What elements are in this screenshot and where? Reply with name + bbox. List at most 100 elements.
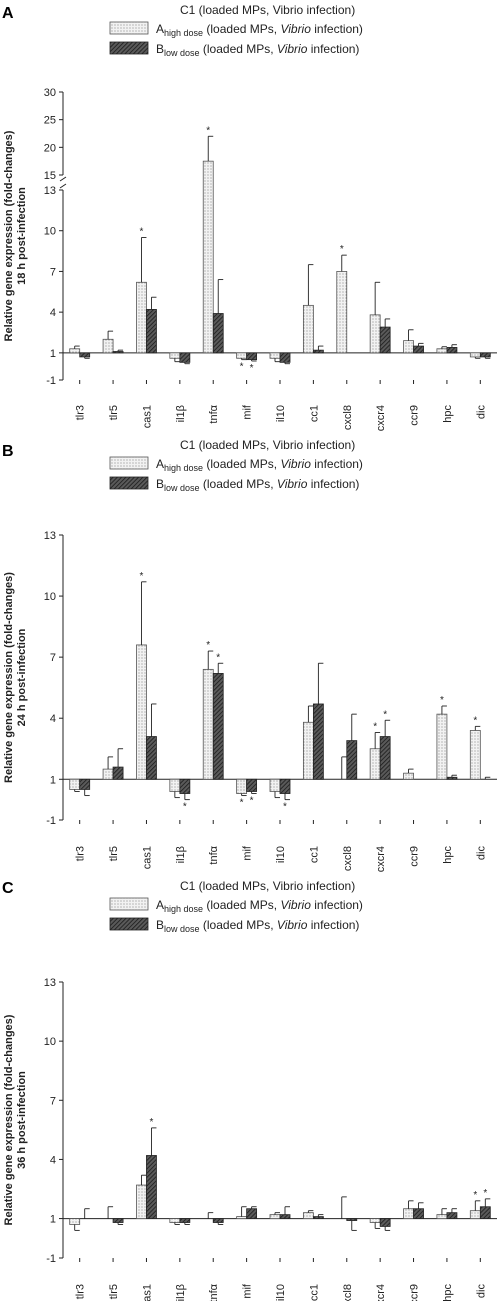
y-tick-label: 30 bbox=[44, 87, 56, 99]
y-tick-label: 20 bbox=[44, 142, 56, 154]
x-tick-label: tnfα bbox=[208, 1283, 220, 1301]
y-tick-label: 15 bbox=[44, 170, 56, 182]
significance-star: * bbox=[240, 362, 244, 373]
legend-b-label: Blow dose (loaded MPs, Vibrio infection) bbox=[156, 918, 359, 934]
legend-c1-label: C1 (loaded MPs, Vibrio infection) bbox=[180, 438, 355, 452]
x-tick-label: cc1 bbox=[308, 405, 320, 422]
x-tick-label: mif bbox=[242, 1283, 254, 1299]
y-axis-label: Relative gene expression (fold-changes) bbox=[3, 130, 15, 341]
y-tick-label: 1 bbox=[50, 348, 56, 360]
bar-high-dose bbox=[469, 1210, 481, 1219]
x-tick-label: il1β bbox=[175, 846, 187, 863]
bar-high-dose bbox=[136, 644, 147, 780]
bar-high-dose bbox=[269, 352, 281, 359]
bar-low-dose bbox=[146, 1155, 157, 1219]
x-tick-label: il10 bbox=[275, 405, 287, 422]
significance-star: * bbox=[206, 640, 210, 651]
x-tick-label: tlr3 bbox=[75, 405, 87, 420]
x-tick-label: cxcr4 bbox=[375, 846, 387, 872]
bar-low-dose bbox=[212, 313, 224, 354]
bar-low-dose bbox=[112, 351, 124, 354]
bar-high-dose bbox=[102, 768, 114, 780]
x-tick-label: tlr3 bbox=[75, 846, 87, 861]
significance-star: * bbox=[383, 709, 387, 720]
y-tick-label: 10 bbox=[44, 226, 56, 238]
bar-low-dose bbox=[279, 1214, 291, 1219]
bar-high-dose bbox=[403, 340, 414, 354]
x-tick-label: hpc bbox=[442, 1284, 454, 1301]
bar-low-dose bbox=[379, 326, 391, 354]
y-tick-label: 13 bbox=[44, 530, 56, 542]
x-tick-label: cas1 bbox=[141, 1284, 153, 1301]
bar-high-dose bbox=[269, 778, 281, 792]
bar-high-dose bbox=[302, 721, 314, 780]
significance-star: * bbox=[250, 796, 254, 807]
bar-high-dose bbox=[369, 314, 381, 354]
bar-high-dose bbox=[469, 730, 481, 780]
bar-high-dose bbox=[269, 1214, 281, 1219]
bar-low-dose bbox=[446, 1212, 458, 1219]
x-tick-label: hpc bbox=[442, 405, 454, 423]
y-tick-label: 7 bbox=[50, 266, 56, 278]
bar-low-dose bbox=[246, 1208, 258, 1219]
bar-low-dose bbox=[379, 1218, 391, 1227]
y-tick-label: 1 bbox=[50, 1214, 56, 1226]
significance-star: * bbox=[206, 125, 210, 136]
legend: C1 (loaded MPs, Vibrio infection) Ahigh d… bbox=[109, 438, 363, 493]
bar-high-dose bbox=[202, 160, 214, 354]
bar-low-dose bbox=[246, 352, 258, 361]
x-tick-label: cxcr4 bbox=[375, 1284, 387, 1301]
x-tick-label: hpc bbox=[442, 846, 454, 864]
bar-high-dose bbox=[169, 1218, 181, 1223]
bar-low-dose bbox=[146, 736, 157, 780]
significance-star: * bbox=[140, 227, 144, 238]
bar-low-dose bbox=[346, 740, 358, 780]
bar-low-dose bbox=[446, 347, 458, 354]
y-tick-label: 4 bbox=[50, 1154, 56, 1166]
bar-high-dose bbox=[202, 668, 214, 780]
y-tick-label: 25 bbox=[44, 115, 56, 127]
x-tick-label: cxcl8 bbox=[342, 1284, 354, 1301]
y-tick-label: 13 bbox=[44, 977, 56, 989]
y-tick-label: 10 bbox=[44, 1036, 56, 1048]
x-tick-label: cxcl8 bbox=[342, 846, 354, 871]
y-tick-label: -1 bbox=[46, 375, 56, 387]
y-tick-label: -1 bbox=[46, 815, 56, 827]
bar-low-dose bbox=[79, 778, 91, 790]
significance-star: * bbox=[140, 571, 144, 582]
bar-high-dose bbox=[69, 348, 81, 354]
x-tick-label: mif bbox=[242, 845, 254, 861]
y-axis-sublabel: 18 h post-infection bbox=[16, 187, 28, 285]
x-tick-label: il10 bbox=[275, 1284, 287, 1301]
legend-a-label: Ahigh dose (loaded MPs, Vibrio infection… bbox=[156, 457, 363, 473]
chart-panel-c: C C1 (loaded MPs, Vibrio infection) Ahigh … bbox=[2, 879, 497, 1301]
bar-high-dose bbox=[403, 772, 414, 780]
x-tick-label: mif bbox=[242, 404, 254, 420]
y-tick-label: 4 bbox=[50, 307, 56, 319]
significance-star: * bbox=[216, 652, 220, 663]
bar-high-dose bbox=[136, 281, 147, 354]
y-tick-label: 7 bbox=[50, 652, 56, 664]
x-tick-label: tlr3 bbox=[75, 1284, 87, 1299]
bar-high-dose bbox=[69, 778, 81, 790]
significance-star: * bbox=[250, 363, 254, 374]
bar-low-dose bbox=[212, 1218, 224, 1223]
bar-high-dose bbox=[369, 1218, 381, 1223]
bar-high-dose bbox=[369, 748, 381, 780]
x-tick-label: ccr9 bbox=[409, 846, 421, 867]
bar-high-dose bbox=[102, 338, 114, 354]
bar-high-dose bbox=[302, 1212, 314, 1219]
x-tick-label: tlr5 bbox=[108, 846, 120, 861]
panel-letter: B bbox=[2, 443, 14, 460]
y-axis-label: Relative gene expression (fold-changes) bbox=[3, 572, 15, 783]
bar-high-dose bbox=[236, 352, 248, 359]
bar-low-dose bbox=[179, 778, 191, 794]
bar-low-dose bbox=[413, 345, 424, 354]
legend-swatch-low-dose bbox=[109, 41, 149, 55]
bar-low-dose bbox=[479, 352, 491, 358]
bar-low-dose bbox=[312, 349, 324, 354]
x-tick-label: ccr9 bbox=[409, 1284, 421, 1301]
significance-star: * bbox=[150, 1117, 154, 1128]
significance-star: * bbox=[473, 715, 477, 726]
